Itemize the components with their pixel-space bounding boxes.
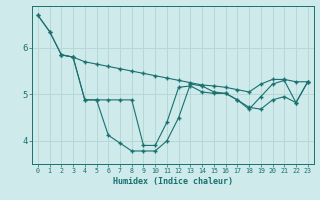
X-axis label: Humidex (Indice chaleur): Humidex (Indice chaleur) [113, 177, 233, 186]
